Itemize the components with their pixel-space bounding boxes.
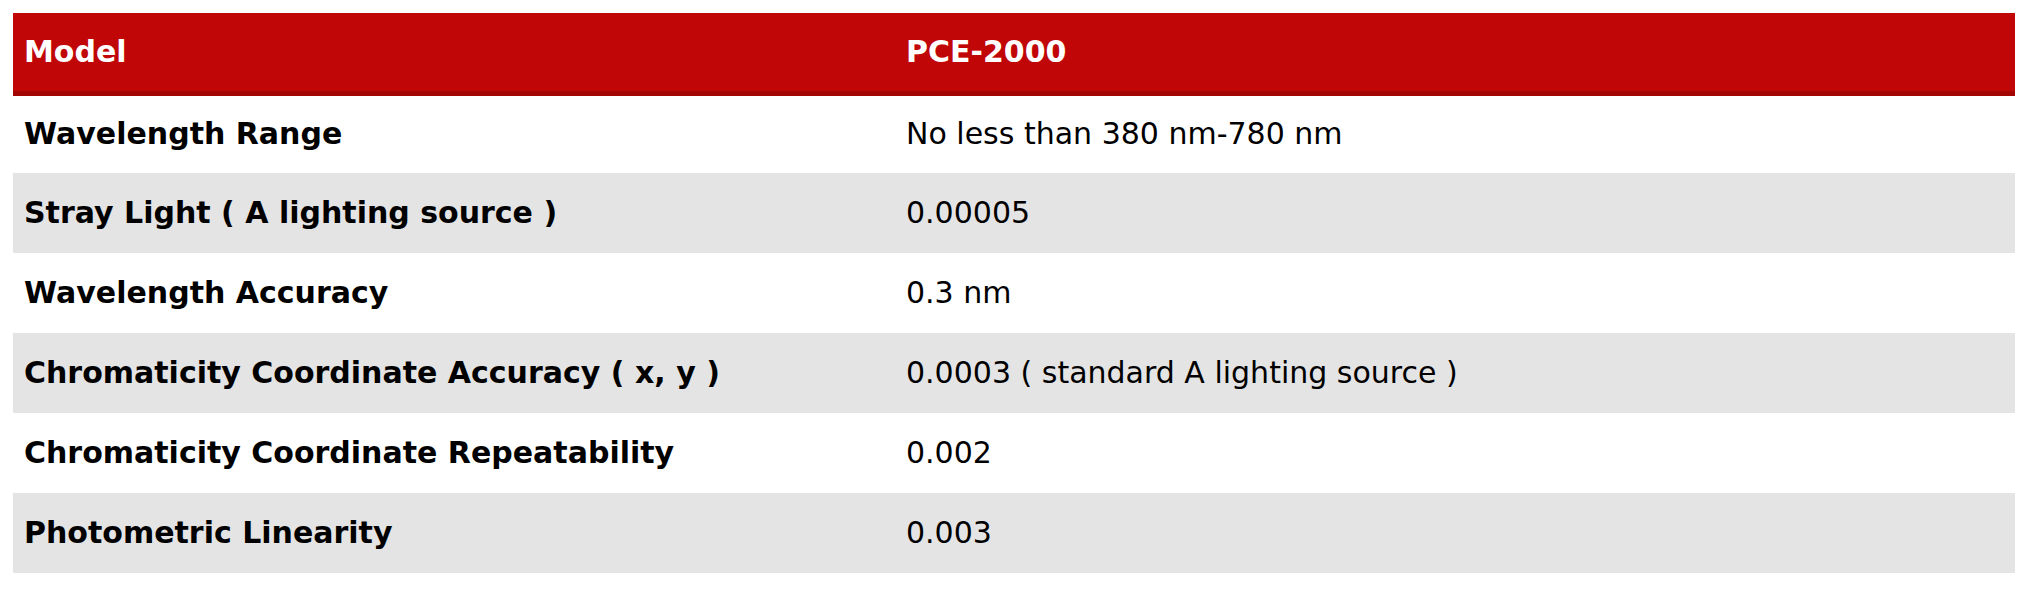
table-row: Wavelength Accuracy 0.3 nm [13, 253, 2015, 333]
spec-name: Chromaticity Coordinate Repeatability [13, 413, 895, 493]
table-row: Stray Light ( A lighting source ) 0.0000… [13, 173, 2015, 253]
table-row: Wavelength Range No less than 380 nm-780… [13, 93, 2015, 173]
spec-name: Chromaticity Coordinate Accuracy ( x, y … [13, 333, 895, 413]
spec-value: No less than 380 nm-780 nm [895, 93, 2015, 173]
spec-value: 0.003 [895, 493, 2015, 573]
spec-value: 0.3 nm [895, 253, 2015, 333]
spec-value: 0.002 [895, 413, 2015, 493]
spec-name: Wavelength Accuracy [13, 253, 895, 333]
table-row: Chromaticity Coordinate Repeatability 0.… [13, 413, 2015, 493]
spec-name: Wavelength Range [13, 93, 895, 173]
table-row: Chromaticity Coordinate Accuracy ( x, y … [13, 333, 2015, 413]
spec-name: Photometric Linearity [13, 493, 895, 573]
specification-table: Model PCE-2000 Wavelength Range No less … [13, 13, 2015, 573]
header-model-value: PCE-2000 [895, 13, 2015, 93]
page: Model PCE-2000 Wavelength Range No less … [0, 0, 2028, 590]
spec-name: Stray Light ( A lighting source ) [13, 173, 895, 253]
spec-value: 0.0003 ( standard A lighting source ) [895, 333, 2015, 413]
spec-value: 0.00005 [895, 173, 2015, 253]
table-header-row: Model PCE-2000 [13, 13, 2015, 93]
header-model-label: Model [13, 13, 895, 93]
table-row: Photometric Linearity 0.003 [13, 493, 2015, 573]
